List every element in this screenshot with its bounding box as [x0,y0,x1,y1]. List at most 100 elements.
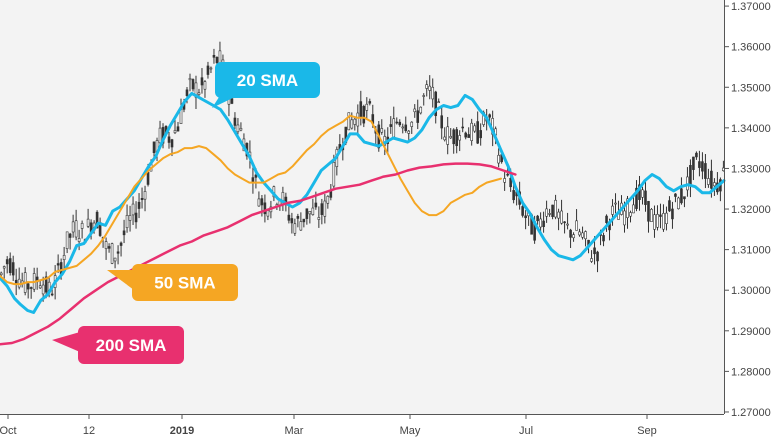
candle-body [446,126,450,145]
candle-body [506,173,509,176]
candle-body [419,106,423,114]
candle-body [638,184,641,200]
candle-body [251,177,255,182]
y-tick-label: 1.35000 [731,82,771,94]
candle-body [71,221,75,233]
candle-body [575,220,578,231]
y-tick-label: 1.34000 [731,123,771,135]
candle-body [455,129,458,147]
candle-body [305,208,309,219]
candle-body [65,231,69,249]
candle-body [200,77,204,86]
candle-body [239,127,243,131]
candle-body [290,218,294,224]
y-tick-label: 1.30000 [731,285,771,297]
candle-body [158,127,162,144]
candle-body [572,234,575,239]
candle-body [380,128,384,133]
candle-body [302,218,306,223]
moving-average-lines [0,91,726,346]
candle-body [116,251,120,254]
x-tick-label: Jul [519,425,533,437]
candle-body [56,263,60,266]
candle-body [95,211,99,229]
candle-body [401,126,405,129]
candle-body [143,191,147,200]
candle-body [125,214,129,228]
candle-body [614,202,617,205]
candle-body [203,81,207,90]
candle-body [167,136,171,143]
candle-body [29,287,33,289]
candle-body [170,139,174,148]
candle-body [173,130,177,134]
candle-body [119,242,123,246]
candle-body [2,266,6,269]
candle-body [557,211,560,219]
candle-body [62,255,66,260]
y-tick-label: 1.33000 [731,163,771,175]
candle-body [548,213,551,215]
y-tick-label: 1.32000 [731,204,771,216]
candle-body [110,243,114,264]
candle-body [554,199,557,218]
candle-body [317,217,321,220]
candle-body [215,57,219,64]
candle-body [5,259,9,265]
candle-body [152,141,156,154]
candle-body [431,86,435,100]
candle-body [8,258,12,273]
candle-body [44,276,48,293]
candle-body [236,124,240,133]
candle-body [467,134,470,138]
candle-body [416,110,420,123]
candle-body [389,124,393,127]
candle-body [146,171,150,185]
candle-body [713,182,716,187]
candle-body [512,190,515,201]
candle-body [107,246,111,249]
label-text-200-sma: 200 SMA [96,336,167,355]
candle-body [683,196,686,200]
candle-body [266,210,270,217]
candle-body [578,231,581,236]
candle-body [644,190,647,205]
candle-body [137,201,141,209]
candle-body [692,156,695,170]
candle-body [434,91,438,117]
label-text-50-sma: 50 SMA [154,274,215,293]
candle-body [404,124,408,131]
candle-body [368,101,372,104]
candle-body [710,170,713,189]
candle-body [605,215,608,224]
x-tick-label: 12 [83,425,95,437]
candle-body [362,106,366,124]
y-axis: 1.27000 1.28000 1.29000 1.30000 1.31000 1.320… [724,1,771,419]
candle-body [26,283,30,290]
candle-body [209,67,213,70]
candle-body [464,132,467,138]
candle-body [581,232,584,238]
candle-body [479,130,482,139]
candle-body [539,218,542,228]
candle-body [695,152,698,158]
candle-body [77,238,81,242]
candle-body [665,212,668,225]
candle-body [38,285,42,289]
candle-body [707,178,710,185]
candle-body [41,284,45,295]
series-line-20-sma [0,91,726,314]
candle-body [659,214,662,217]
candle-body [191,79,195,90]
y-tick-label: 1.31000 [731,245,771,257]
candle-body [314,202,318,208]
candle-body [488,114,491,118]
x-tick-label: Oct [0,425,17,437]
candle-body [461,126,464,129]
candle-body [473,125,476,132]
label-pointer-200-sma [52,332,80,352]
y-tick-label: 1.28000 [731,366,771,378]
x-axis: Oct 12 2019 Mar May Jul Sep [0,414,657,437]
candle-body [647,201,650,222]
